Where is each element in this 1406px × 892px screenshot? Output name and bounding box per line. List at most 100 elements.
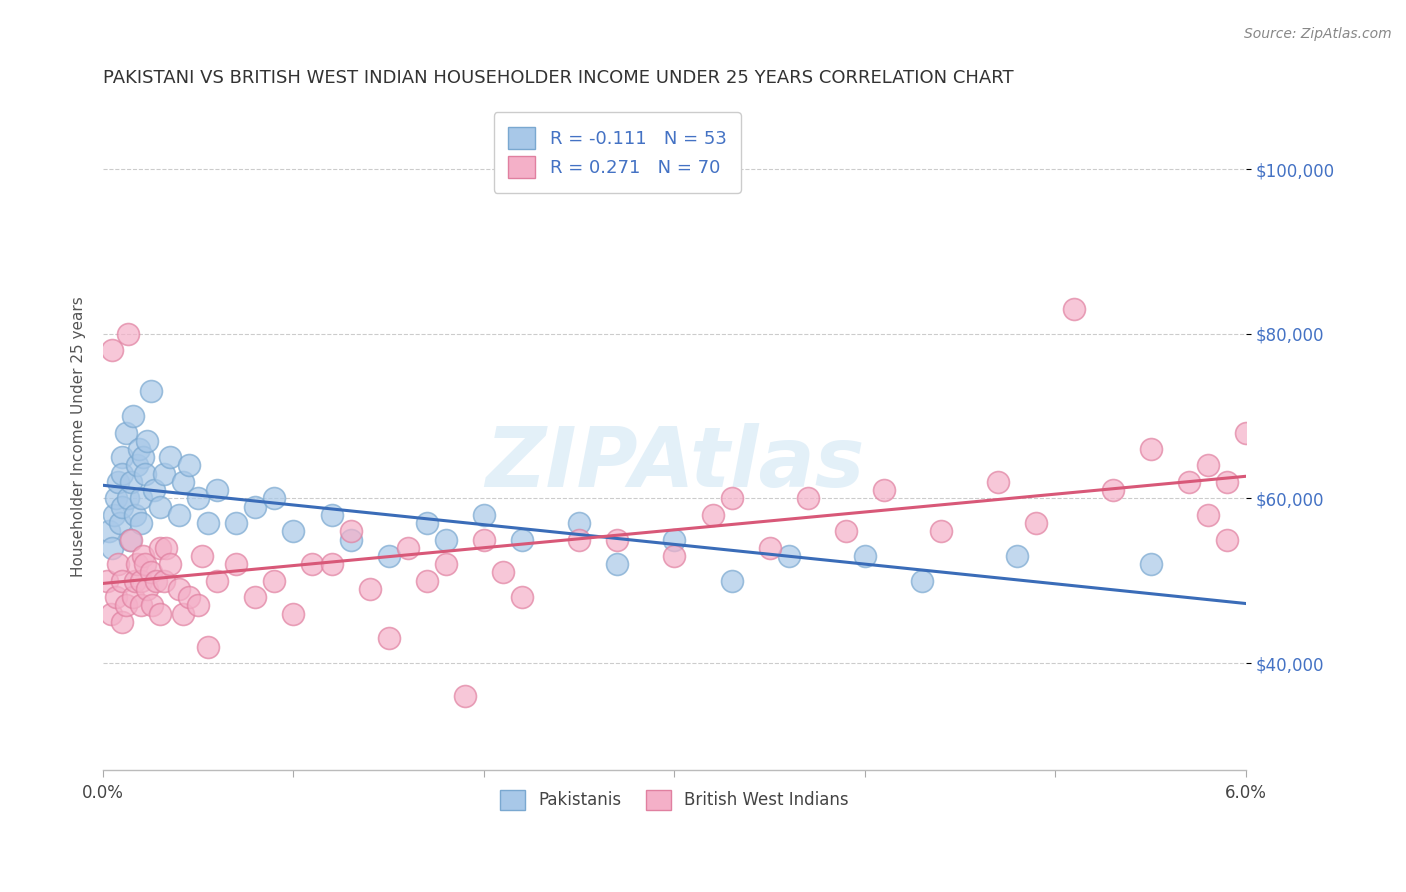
Point [153, 467, 176, 481]
Point [124, 574, 146, 588]
Point [129, 491, 152, 506]
Point [263, 491, 285, 506]
Point [135, 434, 157, 448]
Point [121, 475, 143, 489]
Point [103, 508, 125, 522]
Point [129, 516, 152, 530]
Point [606, 533, 628, 547]
Point [321, 508, 343, 522]
Point [172, 607, 194, 621]
Point [911, 574, 934, 588]
Point [187, 491, 209, 506]
Point [396, 541, 419, 555]
Point [107, 475, 129, 489]
Point [377, 549, 399, 563]
Point [132, 549, 155, 563]
Point [105, 590, 128, 604]
Point [301, 558, 323, 572]
Point [105, 491, 128, 506]
Point [472, 508, 495, 522]
Point [96, 574, 118, 588]
Point [101, 541, 124, 555]
Point [702, 508, 724, 522]
Point [141, 599, 163, 613]
Point [492, 566, 515, 580]
Point [1177, 475, 1199, 489]
Point [177, 458, 200, 473]
Point [797, 491, 820, 506]
Point [111, 450, 134, 465]
Point [129, 599, 152, 613]
Point [225, 516, 247, 530]
Point [118, 533, 141, 547]
Point [117, 491, 139, 506]
Point [664, 533, 686, 547]
Point [135, 582, 157, 596]
Point [987, 475, 1010, 489]
Point [134, 558, 156, 572]
Point [1101, 483, 1123, 498]
Point [149, 541, 172, 555]
Point [108, 516, 131, 530]
Point [122, 409, 145, 423]
Point [853, 549, 876, 563]
Point [568, 516, 591, 530]
Point [929, 524, 952, 539]
Point [97, 524, 120, 539]
Point [835, 524, 858, 539]
Point [454, 689, 477, 703]
Point [129, 574, 152, 588]
Point [606, 558, 628, 572]
Point [177, 590, 200, 604]
Point [1197, 508, 1219, 522]
Point [149, 607, 172, 621]
Point [111, 615, 134, 629]
Point [1139, 442, 1161, 456]
Point [155, 541, 177, 555]
Point [139, 384, 162, 399]
Point [111, 467, 134, 481]
Point [114, 425, 136, 440]
Text: Source: ZipAtlas.com: Source: ZipAtlas.com [1244, 27, 1392, 41]
Point [377, 632, 399, 646]
Point [124, 508, 146, 522]
Point [758, 541, 780, 555]
Point [121, 533, 143, 547]
Point [1063, 302, 1085, 317]
Point [510, 533, 533, 547]
Point [117, 326, 139, 341]
Point [245, 500, 267, 514]
Point [720, 491, 742, 506]
Legend: Pakistanis, British West Indians: Pakistanis, British West Indians [488, 778, 860, 822]
Point [197, 516, 219, 530]
Point [472, 533, 495, 547]
Point [205, 574, 228, 588]
Point [283, 607, 305, 621]
Point [128, 442, 150, 456]
Point [1234, 425, 1257, 440]
Point [568, 533, 591, 547]
Point [720, 574, 742, 588]
Y-axis label: Householder Income Under 25 years: Householder Income Under 25 years [72, 296, 86, 577]
Point [283, 524, 305, 539]
Point [263, 574, 285, 588]
Point [245, 590, 267, 604]
Point [143, 483, 166, 498]
Point [187, 599, 209, 613]
Point [205, 483, 228, 498]
Point [159, 450, 181, 465]
Point [127, 558, 149, 572]
Point [416, 574, 439, 588]
Point [510, 590, 533, 604]
Point [101, 343, 124, 358]
Point [416, 516, 439, 530]
Point [1007, 549, 1029, 563]
Point [1025, 516, 1047, 530]
Point [873, 483, 896, 498]
Point [145, 574, 167, 588]
Point [134, 467, 156, 481]
Point [139, 566, 162, 580]
Point [1139, 558, 1161, 572]
Point [153, 574, 176, 588]
Point [1216, 533, 1239, 547]
